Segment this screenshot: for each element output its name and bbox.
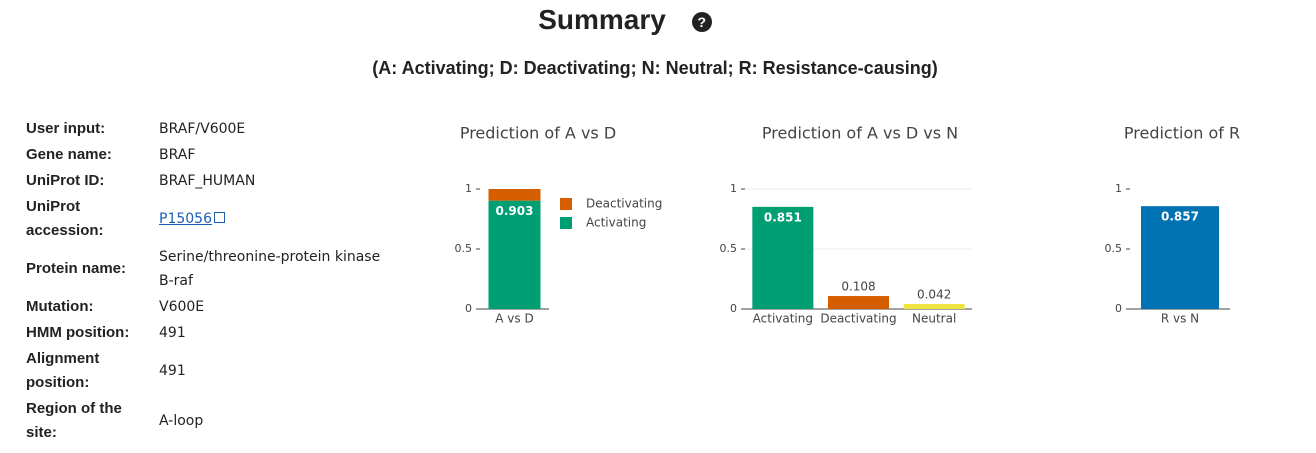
title: Summary	[538, 4, 666, 35]
info-label: HMM position:	[26, 324, 130, 341]
info-label: UniProt ID:	[26, 172, 105, 189]
y-tick-label: 1	[465, 182, 472, 195]
info-label: UniProt accession:	[26, 198, 104, 239]
bar	[1141, 206, 1219, 309]
y-tick-label: 0.5	[720, 242, 738, 255]
y-tick-label: 0.5	[1105, 242, 1123, 255]
bar-segment	[488, 189, 541, 201]
help-icon[interactable]: ?	[691, 11, 712, 32]
value-label: 0.851	[764, 210, 802, 224]
external-icon	[213, 212, 225, 223]
legend-label: Deactivating	[586, 197, 662, 211]
info-row: Protein name: Serine/threonine-protein ki…	[24, 244, 396, 294]
info-label: User input:	[26, 120, 106, 137]
info-row: Gene name: BRAF	[24, 142, 396, 168]
info-row: User input: BRAF/V600E	[24, 116, 396, 142]
bar	[828, 296, 889, 309]
y-tick-label: 0	[465, 302, 472, 315]
value-label: 0.903	[496, 204, 534, 218]
y-tick-label: 0.5	[455, 242, 473, 255]
x-tick-label: Deactivating	[820, 312, 896, 326]
value-label: 0.108	[841, 280, 875, 294]
value-label: 0.857	[1161, 210, 1199, 224]
y-tick-label: 1	[1115, 182, 1122, 195]
uniprot-link[interactable]: P15056	[159, 211, 212, 227]
info-label: Mutation:	[26, 298, 94, 315]
x-tick-label: Neutral	[912, 312, 956, 326]
info-label: Region of the site:	[26, 400, 122, 441]
legend-swatch	[560, 217, 572, 229]
chart-title: Prediction of R	[1124, 124, 1240, 143]
x-tick-label: Activating	[753, 312, 813, 326]
info-table: User input: BRAF/V600E Gene name: BRAF UniPr…	[24, 116, 396, 446]
info-value: A-loop	[159, 413, 204, 429]
info-label: Protein name:	[26, 260, 127, 277]
info-row: UniProt ID: BRAF_HUMAN	[24, 168, 396, 194]
chart-title: Prediction of A vs D	[460, 124, 616, 143]
chart-title: Prediction of A vs D vs N	[762, 124, 958, 143]
info-row: Alignment position: 491	[24, 346, 396, 396]
subtitle: (A: Activating; D: Deactivating; N: Neut…	[372, 58, 938, 78]
info-row: UniProt accession: P15056	[24, 194, 396, 244]
x-tick-label: R vs N	[1161, 312, 1199, 326]
info-label: Alignment position:	[26, 350, 100, 391]
x-tick-label: A vs D	[495, 312, 533, 326]
bar	[903, 303, 965, 309]
y-tick-label: 1	[730, 182, 737, 195]
info-value: P15056	[157, 194, 396, 244]
info-value: V600E	[159, 299, 205, 315]
bar-segment	[488, 200, 541, 309]
y-tick-label: 0	[1115, 302, 1122, 315]
info-value: BRAF/V600E	[159, 121, 246, 137]
info-row: Region of the site: A-loop	[24, 396, 396, 446]
legend-label: Activating	[586, 216, 646, 230]
info-value: Serine/threonine-protein kinase B-raf	[159, 249, 381, 289]
value-label: 0.042	[917, 287, 951, 301]
info-value: BRAF	[159, 147, 196, 163]
info-value: 491	[159, 363, 186, 379]
legend-swatch	[560, 198, 572, 210]
bar	[752, 206, 814, 309]
info-value: 491	[159, 325, 186, 341]
y-tick-label: 0	[730, 302, 737, 315]
info-value: BRAF_HUMAN	[159, 173, 256, 189]
info-row: HMM position: 491	[24, 320, 396, 346]
info-label: Gene name:	[26, 146, 112, 163]
info-row: Mutation: V600E	[24, 294, 396, 320]
title-bar: Summary?	[0, 4, 1250, 36]
